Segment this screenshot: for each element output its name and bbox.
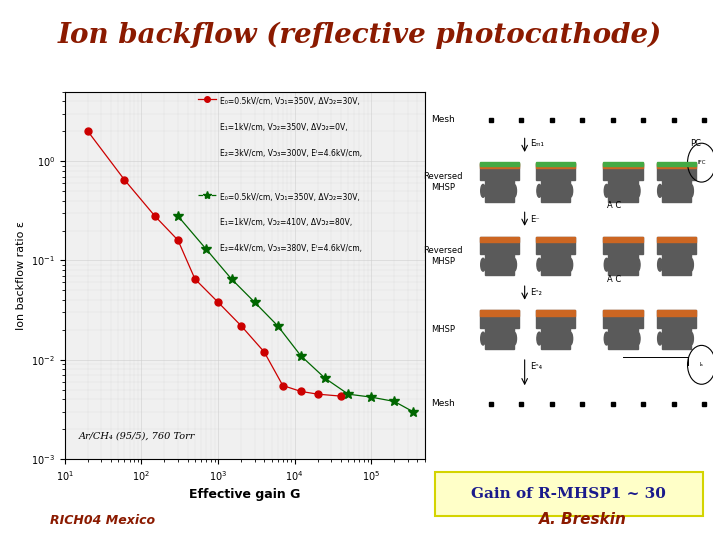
Bar <box>480 310 519 316</box>
Bar <box>603 163 643 168</box>
Bar <box>485 254 514 275</box>
Ellipse shape <box>568 332 572 345</box>
Ellipse shape <box>537 258 541 271</box>
Bar <box>536 162 575 166</box>
Bar <box>485 180 514 201</box>
Text: Iₐ: Iₐ <box>700 362 703 367</box>
Bar <box>603 163 643 180</box>
Bar <box>657 163 696 180</box>
Text: E₁=1kV/cm, Vᴐ₂=350V, ΔVᴐ₂=0V,: E₁=1kV/cm, Vᴐ₂=350V, ΔVᴐ₂=0V, <box>220 123 347 132</box>
Bar <box>608 328 638 349</box>
Ellipse shape <box>635 185 640 197</box>
Bar <box>480 163 519 168</box>
Ellipse shape <box>657 185 662 197</box>
Bar <box>541 254 570 275</box>
Bar <box>657 237 696 242</box>
Y-axis label: Ion backflow ratio ε: Ion backflow ratio ε <box>16 221 25 330</box>
Ellipse shape <box>604 258 609 271</box>
Text: RICH04 Mexico: RICH04 Mexico <box>50 514 156 526</box>
Bar <box>536 310 575 316</box>
Ellipse shape <box>635 258 640 271</box>
Ellipse shape <box>481 332 485 345</box>
Bar <box>662 254 691 275</box>
Bar <box>536 237 575 254</box>
X-axis label: Effective gain G: Effective gain G <box>189 488 300 501</box>
Bar <box>608 254 638 275</box>
Text: E⁻: E⁻ <box>530 214 540 224</box>
Text: Ar/CH₄ (95/5), 760 Torr: Ar/CH₄ (95/5), 760 Torr <box>79 431 196 441</box>
Text: E₂=3kV/cm, Vᴐ₃=300V, Eᴵ=4.6kV/cm,: E₂=3kV/cm, Vᴐ₃=300V, Eᴵ=4.6kV/cm, <box>220 148 361 158</box>
Bar <box>603 310 643 328</box>
FancyBboxPatch shape <box>435 472 703 516</box>
Ellipse shape <box>688 185 693 197</box>
Ellipse shape <box>568 185 572 197</box>
Bar <box>541 328 570 349</box>
Bar <box>480 310 519 328</box>
Bar <box>480 163 519 180</box>
Bar <box>608 180 638 201</box>
Text: Reversed
MHSP: Reversed MHSP <box>423 172 463 192</box>
Text: E₀=0.5kV/cm, Vᴐ₁=350V, ΔVᴐ₂=30V,: E₀=0.5kV/cm, Vᴐ₁=350V, ΔVᴐ₂=30V, <box>220 97 359 106</box>
Bar <box>541 180 570 201</box>
Bar <box>657 237 696 254</box>
Text: Mesh: Mesh <box>431 116 455 124</box>
Bar <box>536 163 575 180</box>
Ellipse shape <box>604 332 609 345</box>
Ellipse shape <box>635 332 640 345</box>
Bar <box>657 163 696 168</box>
Ellipse shape <box>604 185 609 197</box>
Ellipse shape <box>481 185 485 197</box>
Ellipse shape <box>512 258 516 271</box>
Bar <box>536 163 575 168</box>
Bar <box>480 162 519 166</box>
Text: Ion backflow (reflective photocathode): Ion backflow (reflective photocathode) <box>58 22 662 49</box>
Ellipse shape <box>688 332 693 345</box>
Bar <box>603 237 643 254</box>
Text: Eⁿ₂: Eⁿ₂ <box>530 288 542 298</box>
Text: A C: A C <box>608 201 621 210</box>
Bar <box>657 310 696 316</box>
Bar <box>603 162 643 166</box>
Text: MHSP: MHSP <box>431 325 455 334</box>
Bar <box>480 237 519 242</box>
Ellipse shape <box>657 332 662 345</box>
Ellipse shape <box>657 258 662 271</box>
Bar <box>662 180 691 201</box>
Bar <box>603 237 643 242</box>
Text: E₁=1kV/cm, Vᴐ₂=410V, ΔVᴐ₂=80V,: E₁=1kV/cm, Vᴐ₂=410V, ΔVᴐ₂=80V, <box>220 219 352 227</box>
Text: PC: PC <box>690 139 701 148</box>
Ellipse shape <box>688 258 693 271</box>
Text: Eⁿ₄: Eⁿ₄ <box>530 362 542 372</box>
Bar <box>662 328 691 349</box>
Ellipse shape <box>537 332 541 345</box>
Ellipse shape <box>512 332 516 345</box>
Ellipse shape <box>537 185 541 197</box>
Text: IFC: IFC <box>697 160 706 165</box>
Text: Mesh: Mesh <box>431 399 455 408</box>
Text: E₀=0.5kV/cm, Vᴐ₁=350V, ΔVᴐ₂=30V,: E₀=0.5kV/cm, Vᴐ₁=350V, ΔVᴐ₂=30V, <box>220 193 359 202</box>
Bar <box>485 328 514 349</box>
Bar <box>480 237 519 254</box>
Text: Reversed
MHSP: Reversed MHSP <box>423 246 463 266</box>
Text: A C: A C <box>608 275 621 284</box>
Text: A. Breskin: A. Breskin <box>539 511 626 526</box>
Ellipse shape <box>568 258 572 271</box>
Text: E₂=4kV/cm, Vᴐ₃=380V, Eᴵ=4.6kV/cm,: E₂=4kV/cm, Vᴐ₃=380V, Eᴵ=4.6kV/cm, <box>220 244 361 253</box>
Ellipse shape <box>481 258 485 271</box>
Bar <box>536 310 575 328</box>
Ellipse shape <box>512 185 516 197</box>
Bar <box>657 310 696 328</box>
Bar <box>603 310 643 316</box>
Bar <box>536 237 575 242</box>
Text: Eₘ₁: Eₘ₁ <box>530 139 544 148</box>
Bar <box>657 162 696 166</box>
Text: Gain of R-MHSP1 ~ 30: Gain of R-MHSP1 ~ 30 <box>472 487 666 501</box>
